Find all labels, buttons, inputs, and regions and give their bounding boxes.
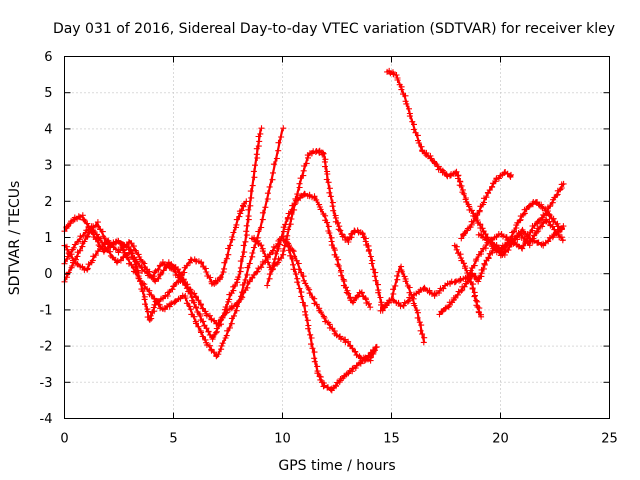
series-trace <box>438 218 565 315</box>
series-track-10 <box>436 216 566 318</box>
series-track-9 <box>377 180 567 314</box>
series-trace <box>266 193 371 307</box>
series-track-7 <box>283 239 378 394</box>
series-track-3 <box>61 198 250 323</box>
y-tick-label: -2 <box>40 340 53 355</box>
series-trace <box>63 200 247 322</box>
axis-ticks <box>64 56 610 419</box>
x-axis-label: GPS time / hours <box>278 458 395 474</box>
x-tick-label: 15 <box>383 432 400 447</box>
series-track-12 <box>458 169 514 242</box>
x-tick-labels: 0 5 10 15 20 25 <box>60 432 617 447</box>
data-points <box>61 125 287 360</box>
y-axis-label: SDTVAR / TECUs <box>7 181 23 296</box>
chart-title: Day 031 of 2016, Sidereal Day-to-day VTE… <box>53 21 615 37</box>
y-tick-label: -3 <box>40 376 53 391</box>
x-tick-label: 5 <box>169 432 177 447</box>
series-track-13 <box>475 223 567 252</box>
series-track-2 <box>61 125 287 360</box>
series-trace <box>460 171 512 239</box>
y-tick-label: -1 <box>40 303 53 318</box>
y-tick-label: 3 <box>44 159 52 174</box>
series-trace <box>478 225 565 250</box>
x-tick-label: 25 <box>601 432 618 447</box>
x-tick-label: 10 <box>274 432 291 447</box>
y-tick-label: 6 <box>44 50 52 65</box>
x-tick-label: 0 <box>60 432 68 447</box>
series-track-11 <box>451 242 485 320</box>
y-tick-label: 5 <box>44 86 52 101</box>
y-tick-label: 4 <box>44 122 52 137</box>
data-layer <box>61 67 567 394</box>
series-track-8 <box>384 67 565 255</box>
y-tick-label: 1 <box>44 231 52 246</box>
series-trace <box>63 236 378 362</box>
y-tick-labels: -4 -3 -2 -1 0 1 2 3 4 5 6 <box>40 50 53 427</box>
x-tick-label: 20 <box>492 432 509 447</box>
data-points <box>377 180 567 314</box>
series-track-6 <box>264 190 374 311</box>
series-trace <box>453 244 482 318</box>
y-tick-label: 0 <box>44 267 52 282</box>
series-trace <box>285 240 375 391</box>
series-trace <box>251 149 426 343</box>
series-trace <box>63 128 284 359</box>
series-trace <box>386 69 563 254</box>
series-trace <box>379 182 565 311</box>
y-tick-label: -4 <box>40 412 53 427</box>
y-tick-label: 2 <box>44 195 52 210</box>
